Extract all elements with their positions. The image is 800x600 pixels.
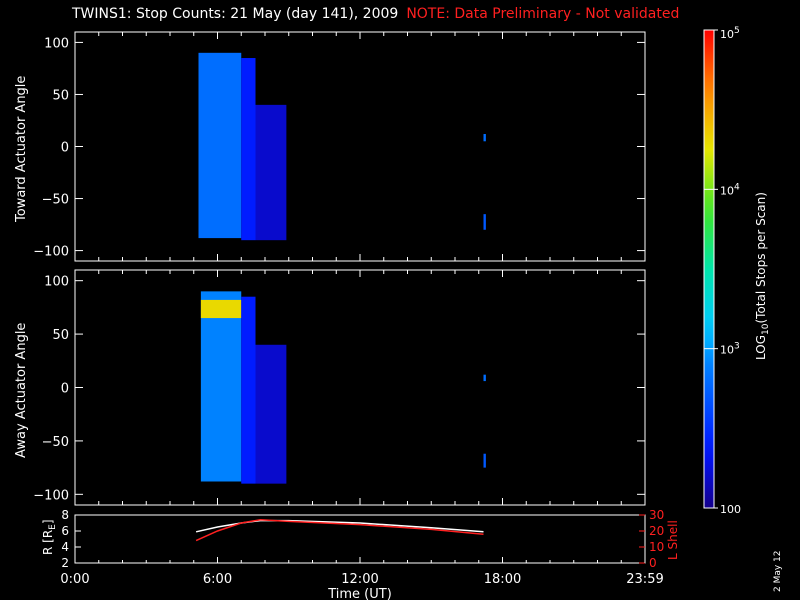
toward-data-block-0 [198,52,242,239]
away-data-block-2 [241,296,256,484]
title-text: TWINS1: Stop Counts: 21 May (day 141), 2… [72,6,399,22]
away-ytick-label: 100 [44,275,69,290]
orbit-ytick-label: 8 [61,508,69,522]
away-ytick-label: −50 [42,435,69,450]
away-panel-frame [74,269,646,506]
toward-ytick-label: 0 [61,141,69,156]
xtick-label: 18:00 [484,572,521,587]
colorbar-label: LOG10(Total Stops per Scan) [754,192,771,360]
toward-ytick-label: −100 [33,245,69,260]
colorbar-tick-label: 104 [720,182,740,197]
lshell-ytick-label: 0 [649,556,657,570]
colorbar-tick-label: 105 [720,26,740,41]
colorbar-strip [703,29,715,509]
orbit-left-ylabel: R [RE] [41,519,58,555]
orbit-right-ylabel: L Shell [666,520,680,560]
away-data-block-1 [200,299,242,319]
lshell-ytick-label: 30 [649,508,664,522]
orbit-ytick-label: 6 [61,524,69,538]
toward-ytick-label: −50 [42,193,69,208]
xtick-label: 12:00 [341,572,378,587]
away-data-block-3 [255,344,287,484]
away-ytick-label: 0 [61,382,69,397]
away-ytick-label: −100 [33,488,69,503]
toward-ytick-label: 100 [44,36,69,51]
orbit-ytick-label: 2 [61,556,69,570]
xtick-label: 0:00 [60,572,89,587]
toward-data-block-2 [255,104,287,241]
lshell-ytick-label: 10 [649,540,664,554]
chart-title: TWINS1: Stop Counts: 21 May (day 141), 2… [72,6,679,22]
colorbar-tick-label: 100 [720,503,741,516]
orbit-ytick-label: 4 [61,540,69,554]
away-ytick-label: 50 [52,328,69,343]
colorbar-tick-label: 103 [720,342,740,357]
away-data-block-0 [200,291,242,482]
xtick-label: 6:00 [203,572,232,587]
toward-data-block-4 [483,214,486,230]
toward-data-block-1 [241,58,256,241]
preliminary-note: NOTE: Data Preliminary - Not validated [406,6,680,22]
away-data-block-4 [483,374,486,382]
series-line-lshell [195,519,484,542]
toward-panel-frame [74,31,646,262]
orbit-panel-frame [74,514,646,564]
x-axis-label: Time (UT) [327,587,392,600]
xtick-label: 23:59 [626,572,663,587]
toward-data-block-3 [483,134,486,142]
lshell-ytick-label: 20 [649,524,664,538]
away-data-block-5 [483,453,486,468]
toward-ytick-label: 50 [52,88,69,103]
